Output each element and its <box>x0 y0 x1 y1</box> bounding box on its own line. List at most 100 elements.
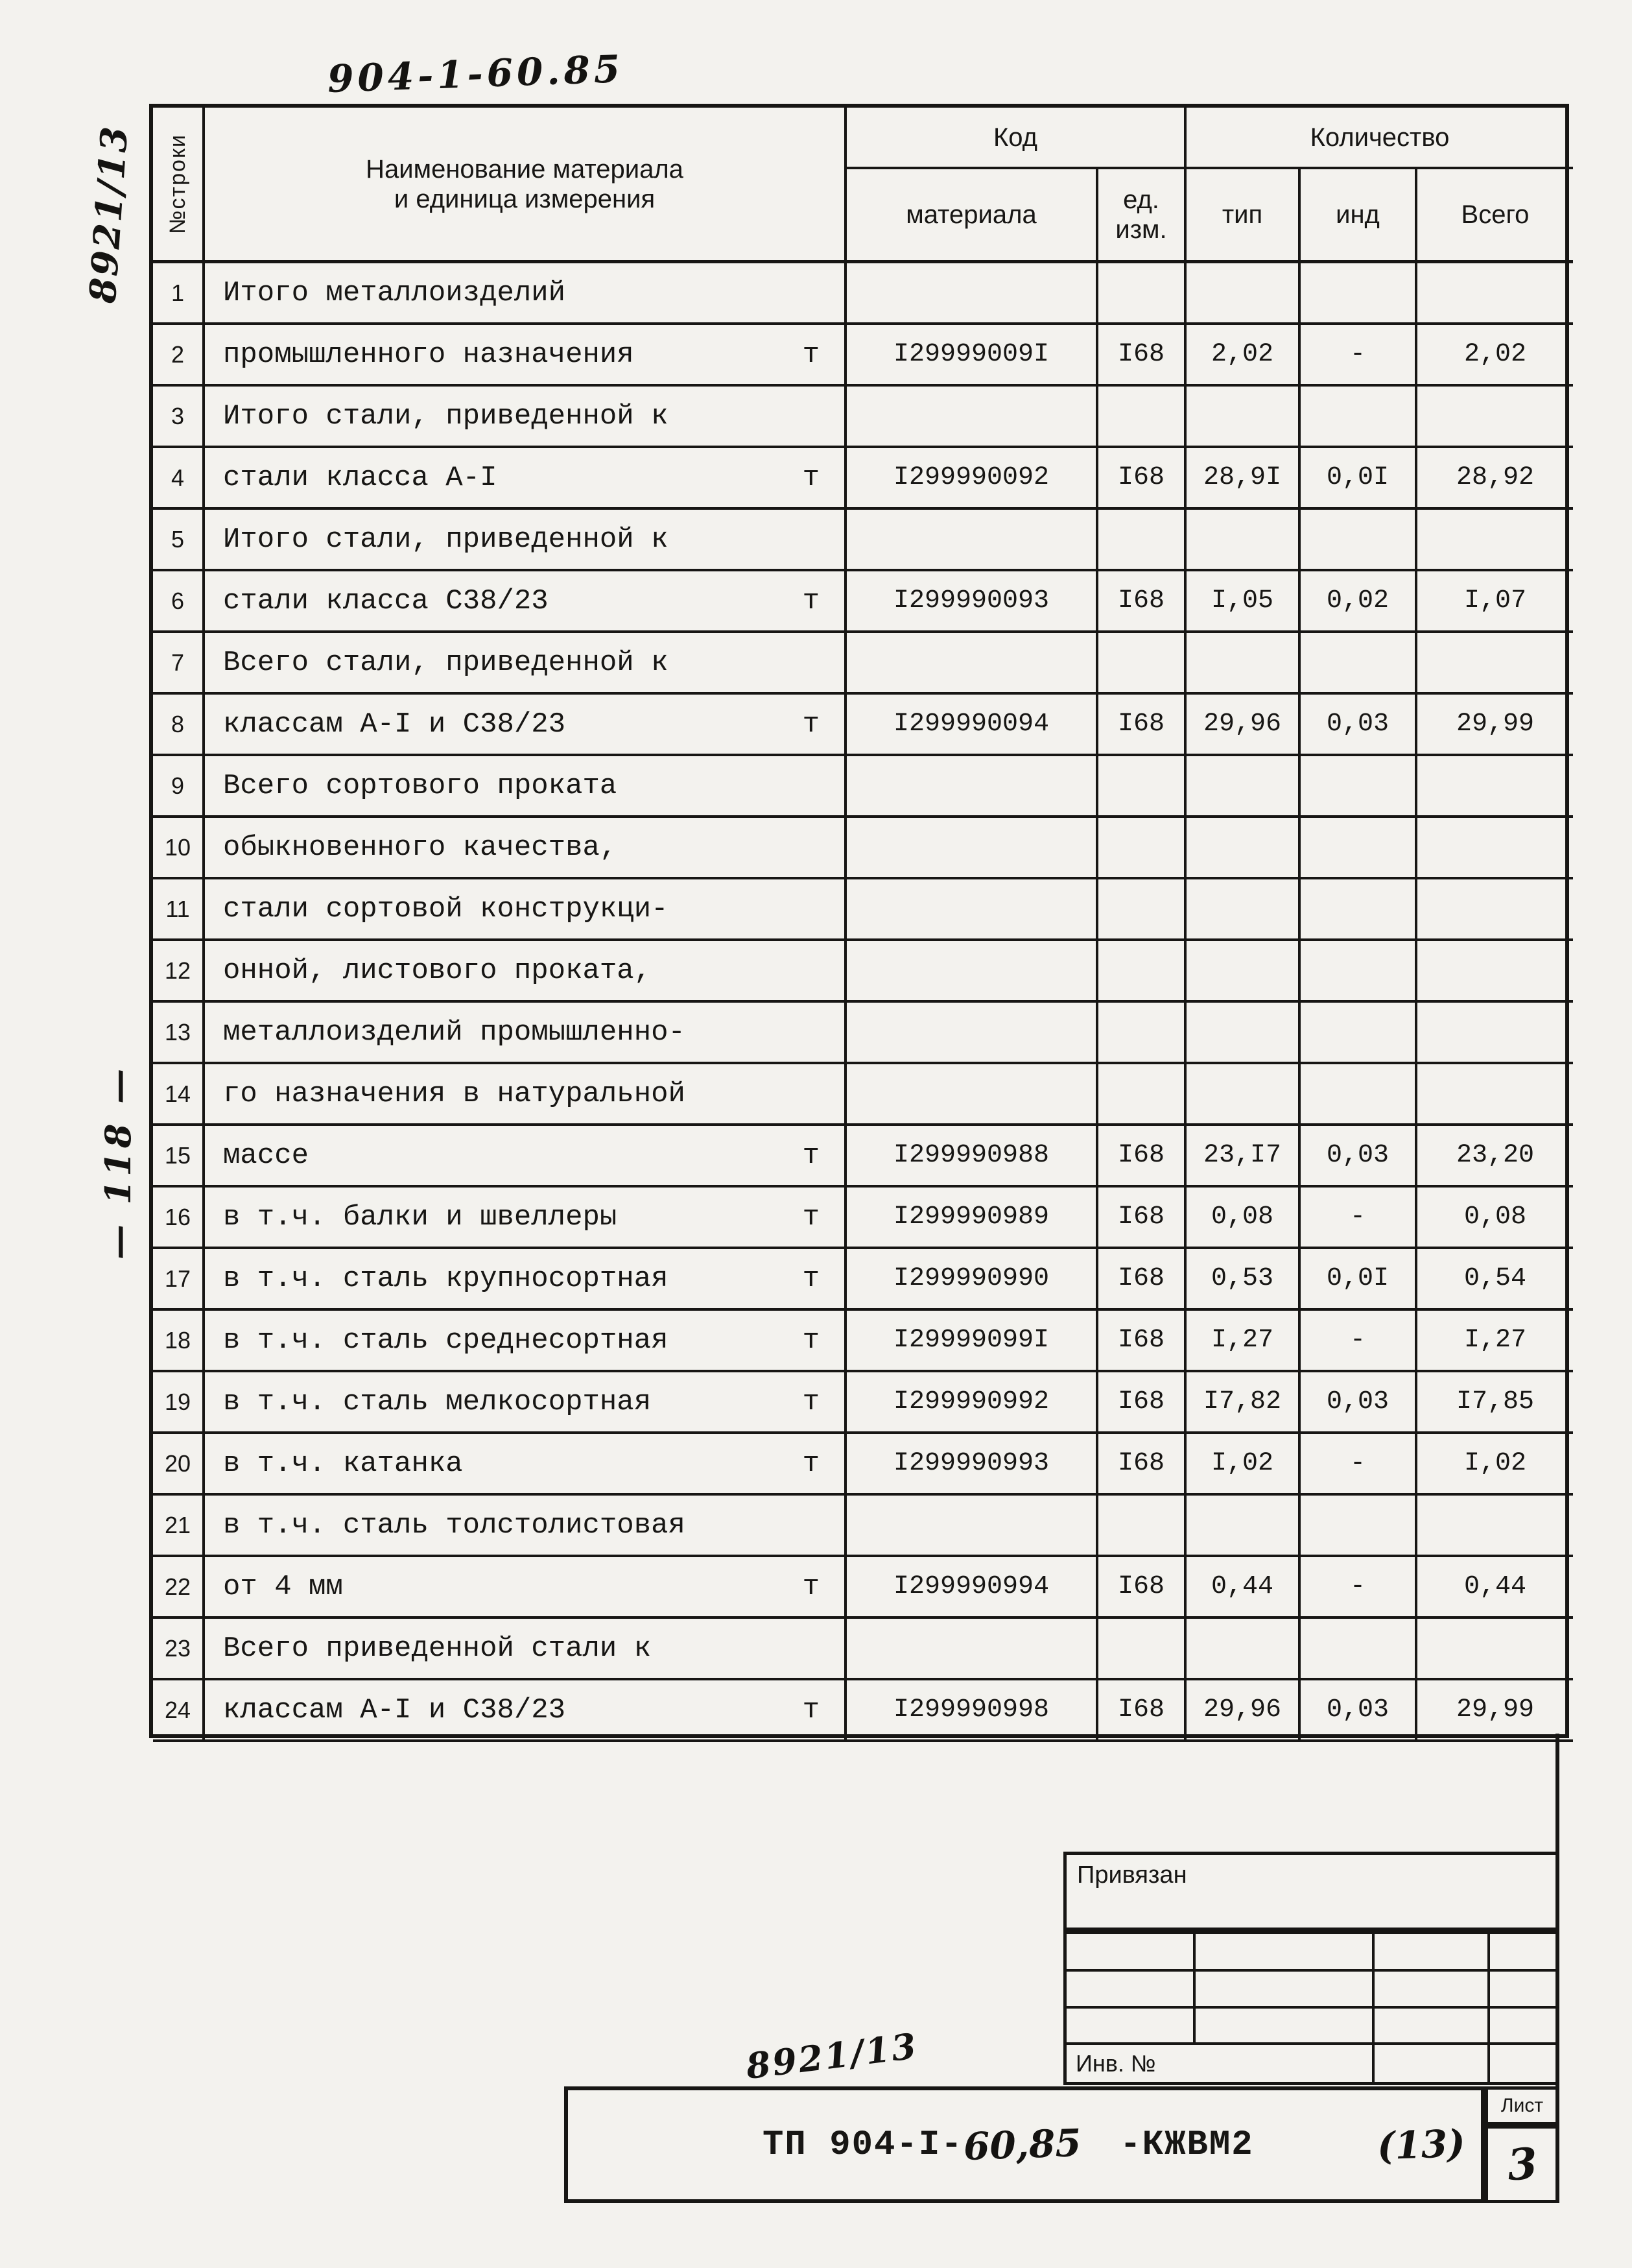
qty-type-cell <box>1187 941 1301 1003</box>
qty-type-cell: 0,44 <box>1187 1557 1301 1619</box>
material-name-text: стали сортовой конструкци- <box>223 892 668 925</box>
material-name-text: от 4 мм <box>223 1570 343 1603</box>
material-name-cell: массе т <box>205 1126 847 1188</box>
row-number-cell: 5 <box>153 510 205 571</box>
qty-ind-subheader: инд <box>1301 169 1417 263</box>
qty-ind-cell <box>1301 756 1417 818</box>
handwritten-side-code: 8921/13 <box>81 123 137 305</box>
material-name-cell: Всего сортового проката <box>205 756 847 818</box>
qty-type-cell: 29,96 <box>1187 695 1301 756</box>
qty-type-cell <box>1187 1064 1301 1126</box>
row-number-cell: 15 <box>153 1126 205 1188</box>
qty-ind-cell: 0,03 <box>1301 1126 1417 1188</box>
material-code-cell: I299990994 <box>847 1557 1098 1619</box>
material-name-text: металлоизделий промышленно- <box>223 1016 685 1049</box>
unit-of-measure-text: т <box>802 338 820 371</box>
row-number-cell: 6 <box>153 571 205 633</box>
qty-total-cell: I,27 <box>1417 1311 1573 1372</box>
stamp-cell <box>1375 1934 1490 1972</box>
row-number-cell: 16 <box>153 1188 205 1249</box>
row-number-cell: 4 <box>153 448 205 510</box>
qty-total-cell <box>1417 263 1573 325</box>
row-number-cell: 20 <box>153 1434 205 1496</box>
material-name-text: в т.ч. катанка <box>223 1447 463 1480</box>
material-name-cell: классам А-I и С38/23 т <box>205 1680 847 1742</box>
row-number-cell: 3 <box>153 387 205 448</box>
stamp-cell <box>1375 2009 1490 2045</box>
unit-of-measure-text: т <box>802 1139 820 1172</box>
qty-type-cell <box>1187 1496 1301 1557</box>
material-name-cell: обыкновенного качества, <box>205 818 847 879</box>
qty-type-cell: 0,53 <box>1187 1249 1301 1311</box>
unit-code-cell: I68 <box>1098 1557 1187 1619</box>
stamp-cell <box>1490 1934 1556 1972</box>
unit-of-measure-text: т <box>802 1385 820 1418</box>
stamp-cell <box>1067 1972 1196 2009</box>
material-name-text: Итого металлоизделий <box>223 276 566 309</box>
qty-ind-cell: - <box>1301 1311 1417 1372</box>
title-handwritten-number: 60,85 <box>962 2120 1082 2169</box>
material-name-cell: металлоизделий промышленно- <box>205 1003 847 1064</box>
unit-of-measure-text: т <box>802 1324 820 1357</box>
material-code-cell <box>847 387 1098 448</box>
unit-code-cell: I68 <box>1098 325 1187 387</box>
stamp-cell <box>1067 1934 1196 1972</box>
title-typed-suffix: -КЖВМ2 <box>1120 2125 1254 2165</box>
qty-total-cell: 0,08 <box>1417 1188 1573 1249</box>
qty-ind-cell <box>1301 263 1417 325</box>
unit-code-cell <box>1098 1496 1187 1557</box>
qty-total-cell <box>1417 1003 1573 1064</box>
material-name-cell: в т.ч. сталь среднесортная т <box>205 1311 847 1372</box>
qty-type-cell <box>1187 1003 1301 1064</box>
stamp-cell <box>1067 2009 1196 2045</box>
stamp-bound-label: Привязан <box>1077 1861 1187 1889</box>
qty-type-cell <box>1187 1619 1301 1680</box>
qty-total-cell: I7,85 <box>1417 1372 1573 1434</box>
material-code-cell <box>847 1496 1098 1557</box>
row-number-cell: 23 <box>153 1619 205 1680</box>
material-code-cell <box>847 510 1098 571</box>
material-name-text: стали класса С38/23 <box>223 584 549 617</box>
material-name-cell: в т.ч. сталь мелкосортная т <box>205 1372 847 1434</box>
qty-type-cell <box>1187 387 1301 448</box>
qty-ind-cell <box>1301 818 1417 879</box>
qty-ind-cell: - <box>1301 325 1417 387</box>
qty-ind-cell <box>1301 387 1417 448</box>
qty-ind-cell: 0,03 <box>1301 1372 1417 1434</box>
title-typed-prefix: ТП 904-I- <box>763 2125 964 2165</box>
handwritten-page-number: — 118 — <box>97 1064 139 1260</box>
material-code-cell: I299990989 <box>847 1188 1098 1249</box>
material-name-text: обыкновенного качества, <box>223 831 617 864</box>
qty-type-cell: 2,02 <box>1187 325 1301 387</box>
material-name-text: в т.ч. балки и швеллеры <box>223 1200 617 1234</box>
unit-code-cell: I68 <box>1098 1311 1187 1372</box>
unit-code-cell <box>1098 387 1187 448</box>
unit-code-cell <box>1098 1619 1187 1680</box>
unit-subheader-lines: ед. изм. <box>1115 185 1167 244</box>
unit-code-cell: I68 <box>1098 695 1187 756</box>
material-name-cell: Итого стали, приведенной к <box>205 387 847 448</box>
qty-total-cell: 29,99 <box>1417 695 1573 756</box>
row-number-cell: 17 <box>153 1249 205 1311</box>
material-code-cell <box>847 818 1098 879</box>
row-number-cell: 13 <box>153 1003 205 1064</box>
stamp-cell <box>1196 1934 1375 1972</box>
material-code-cell: I299990998 <box>847 1680 1098 1742</box>
material-code-cell: I299990992 <box>847 1372 1098 1434</box>
material-code-cell <box>847 1064 1098 1126</box>
material-name-cell: в т.ч. сталь толстолистовая <box>205 1496 847 1557</box>
qty-ind-cell <box>1301 633 1417 695</box>
qty-ind-cell <box>1301 1619 1417 1680</box>
qty-ind-cell: - <box>1301 1188 1417 1249</box>
qty-type-cell: 0,08 <box>1187 1188 1301 1249</box>
qty-total-subheader: Всего <box>1417 169 1573 263</box>
material-code-cell: I299990990 <box>847 1249 1098 1311</box>
material-name-text: Всего стали, приведенной к <box>223 646 668 679</box>
material-code-cell: I29999099I <box>847 1311 1098 1372</box>
material-name-text: онной, листового проката, <box>223 954 652 987</box>
qty-type-cell: I,02 <box>1187 1434 1301 1496</box>
qty-ind-cell <box>1301 941 1417 1003</box>
qty-type-cell <box>1187 879 1301 941</box>
material-name-cell: в т.ч. катанка т <box>205 1434 847 1496</box>
qty-total-cell: 0,44 <box>1417 1557 1573 1619</box>
